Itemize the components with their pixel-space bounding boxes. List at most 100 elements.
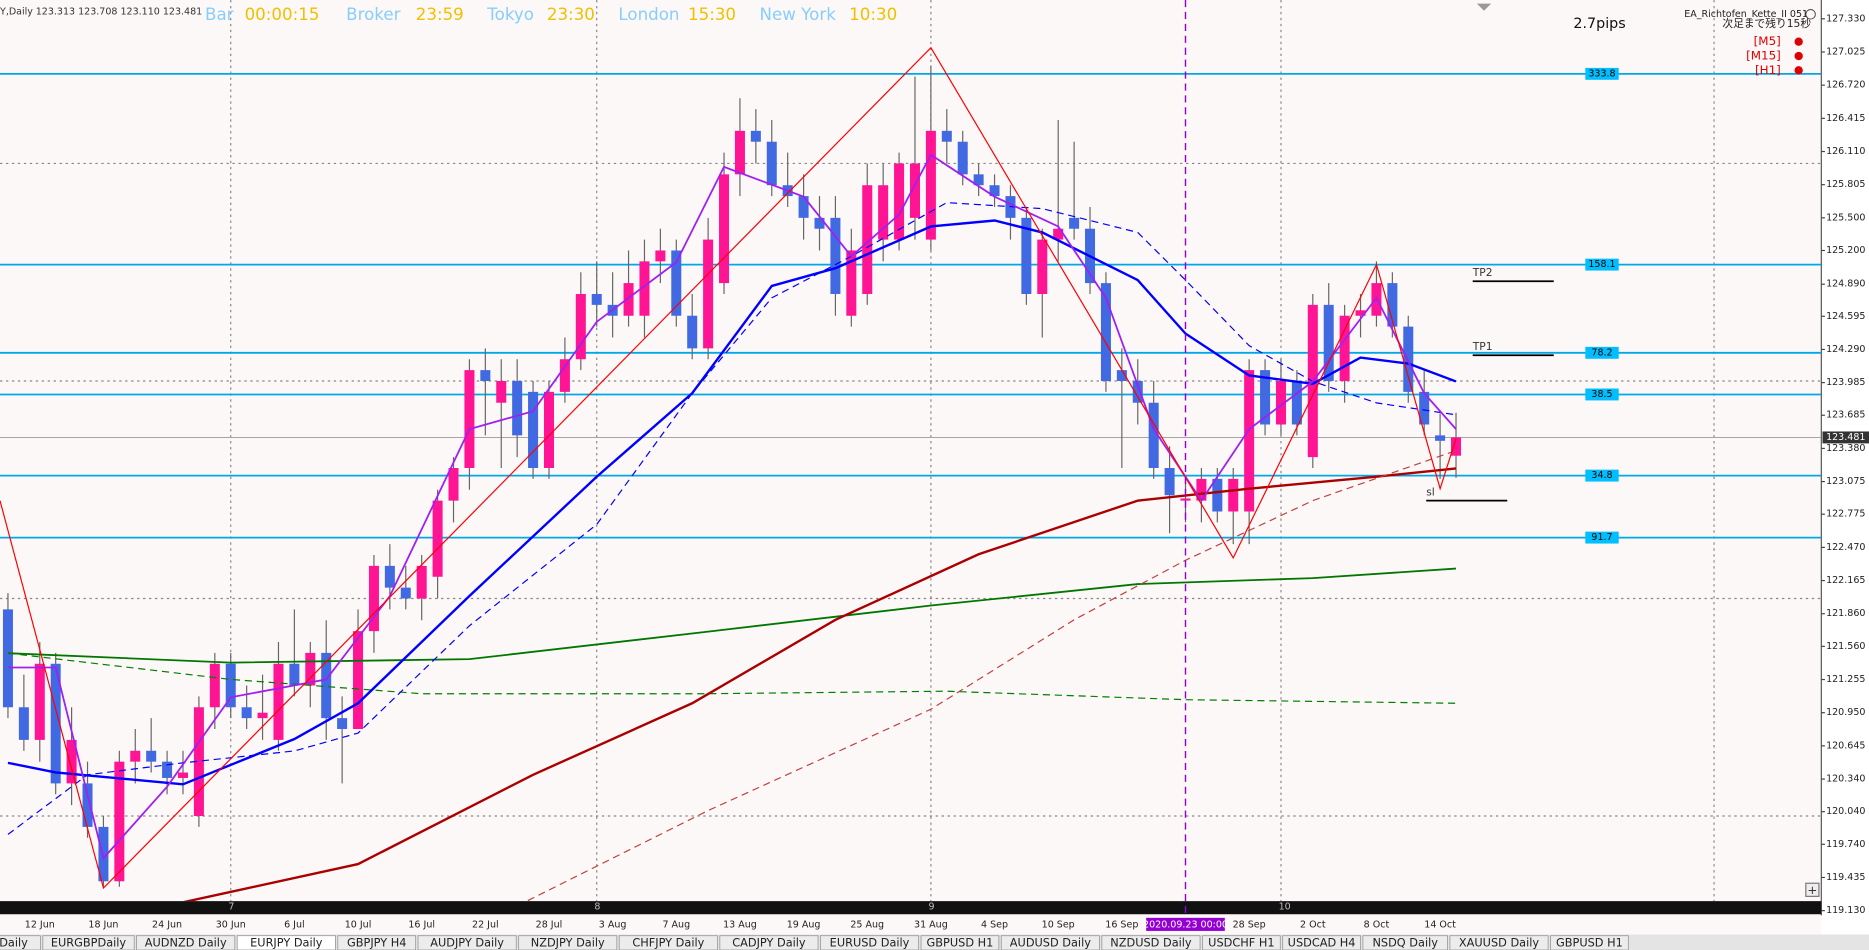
spread: 2.7pips [1573, 16, 1625, 32]
candle-body [1323, 304, 1334, 381]
tab[interactable] [1449, 935, 1549, 950]
y-tick-label: 121.860 [1826, 608, 1865, 619]
tab-label[interactable]: AUDNZD Daily [145, 935, 227, 949]
level-tag [1585, 531, 1619, 544]
tab[interactable] [719, 935, 819, 950]
tab-label[interactable]: XAUUSD Daily [1459, 935, 1539, 949]
tab-label[interactable]: USDCHF H1 [1208, 935, 1274, 949]
level-tag [1585, 346, 1619, 359]
zoom-button[interactable] [1805, 882, 1820, 897]
timeframe-icon [1794, 51, 1803, 61]
tab-label[interactable]: CADJPY Daily [732, 935, 806, 949]
candle-body [257, 712, 268, 719]
tab[interactable] [1362, 935, 1448, 950]
tab[interactable] [820, 935, 920, 950]
symbol: Y,Daily [0, 6, 33, 17]
tab-label[interactable]: AUDUSD Daily [1010, 935, 1091, 949]
candle-body [2, 609, 13, 708]
x-tick-label: 16 Sep [1105, 919, 1138, 930]
tab-label[interactable]: NSDQ Daily [1372, 935, 1438, 949]
x-tick-label: 13 Aug [723, 919, 757, 930]
tab[interactable] [337, 935, 417, 950]
clock-time: 23:59 [416, 5, 464, 24]
tab-label[interactable]: NZDJPY Daily [531, 935, 605, 949]
y-tick-label: 121.255 [1826, 674, 1865, 685]
ea-icon [1805, 9, 1816, 20]
y-tick-label: 122.165 [1826, 575, 1865, 586]
x-tick-label: 22 Jul [472, 919, 499, 930]
candle-body [448, 467, 459, 501]
level-tag [1585, 67, 1619, 80]
candle-body [1435, 435, 1446, 441]
candle-body [98, 826, 109, 882]
tab-label[interactable]: EURJPY Daily [250, 935, 323, 949]
timeframe: [M5] [1754, 34, 1781, 48]
candle-body [623, 283, 634, 316]
tab[interactable] [1550, 935, 1629, 950]
target-label: TP1 [1472, 340, 1493, 353]
tab-label[interactable]: CHFJPY Daily [632, 935, 704, 949]
tab-label[interactable]: Y Daily [0, 935, 28, 949]
y-tick-label: 120.645 [1826, 740, 1865, 751]
indicator-line [7, 219, 1457, 786]
tab-label[interactable]: GBPUSD H1 [927, 935, 994, 949]
price-axis-panel [1821, 0, 1869, 935]
tab[interactable] [1202, 935, 1281, 950]
candle-body [209, 663, 220, 708]
clock-name: Tokyo [486, 5, 534, 24]
tab[interactable] [518, 935, 618, 950]
target-label: sl [1426, 485, 1435, 498]
tab[interactable] [1282, 935, 1361, 950]
timeframe-icon [1794, 37, 1803, 46]
scroll-marker [1476, 3, 1492, 11]
candle-body [34, 663, 45, 740]
candle-body [1180, 498, 1191, 501]
tab-label[interactable]: GBPJPY H4 [347, 935, 406, 949]
tab[interactable] [136, 935, 236, 950]
y-tick-label: 123.985 [1826, 377, 1865, 388]
tab[interactable] [1101, 935, 1201, 950]
zoom-button-icon[interactable]: + [1807, 883, 1817, 897]
tab-label[interactable]: EURUSD Daily [830, 935, 910, 949]
x-tick-label: 7 Aug [662, 919, 690, 930]
candle-body [1387, 283, 1398, 327]
clock-name: New York [760, 5, 837, 24]
tab-label[interactable]: USDCAD H4 [1288, 935, 1356, 949]
timeframe-icon [1794, 66, 1803, 75]
candle-body [989, 185, 1000, 197]
tab[interactable] [417, 935, 517, 950]
tab[interactable] [1000, 935, 1100, 950]
tab-label[interactable]: GBPUSD H1 [1556, 935, 1623, 949]
level-label: 158.1 [1588, 259, 1615, 270]
y-tick-label: 127.025 [1826, 46, 1865, 57]
cursor-label: 2020.09.23 00:00 [1143, 919, 1228, 930]
candle-body [559, 359, 570, 392]
candle-body [719, 174, 730, 284]
candle-body [273, 663, 284, 740]
x-tick-label: 25 Aug [850, 919, 884, 930]
indicator-line [7, 202, 1457, 835]
indicator-line [0, 46, 1457, 890]
candle-body [639, 261, 650, 316]
tab[interactable] [42, 935, 135, 950]
x-tick-label: 24 Jun [152, 919, 182, 930]
tab[interactable] [236, 935, 336, 950]
tab-label[interactable]: NZDUSD Daily [1110, 935, 1192, 949]
candle-body [162, 761, 173, 778]
candle-body [66, 739, 77, 784]
candle-body [400, 587, 411, 599]
candle-body [814, 217, 825, 229]
tab[interactable] [0, 935, 41, 950]
candle-body [353, 631, 364, 730]
ea-name: EA_Richtofen_Kette_II 051 [1684, 9, 1808, 20]
y-tick-label: 119.130 [1826, 905, 1865, 916]
tab[interactable] [618, 935, 718, 950]
candle-body [575, 293, 586, 360]
tab-label[interactable]: EURGBPDaily [51, 935, 127, 949]
clock-time: 23:30 [547, 5, 595, 24]
candle-body [1275, 380, 1286, 425]
tab-label[interactable]: AUDJPY Daily [430, 935, 504, 949]
tab[interactable] [920, 935, 1000, 950]
candle-body [1403, 326, 1414, 392]
candle-body [830, 217, 841, 294]
